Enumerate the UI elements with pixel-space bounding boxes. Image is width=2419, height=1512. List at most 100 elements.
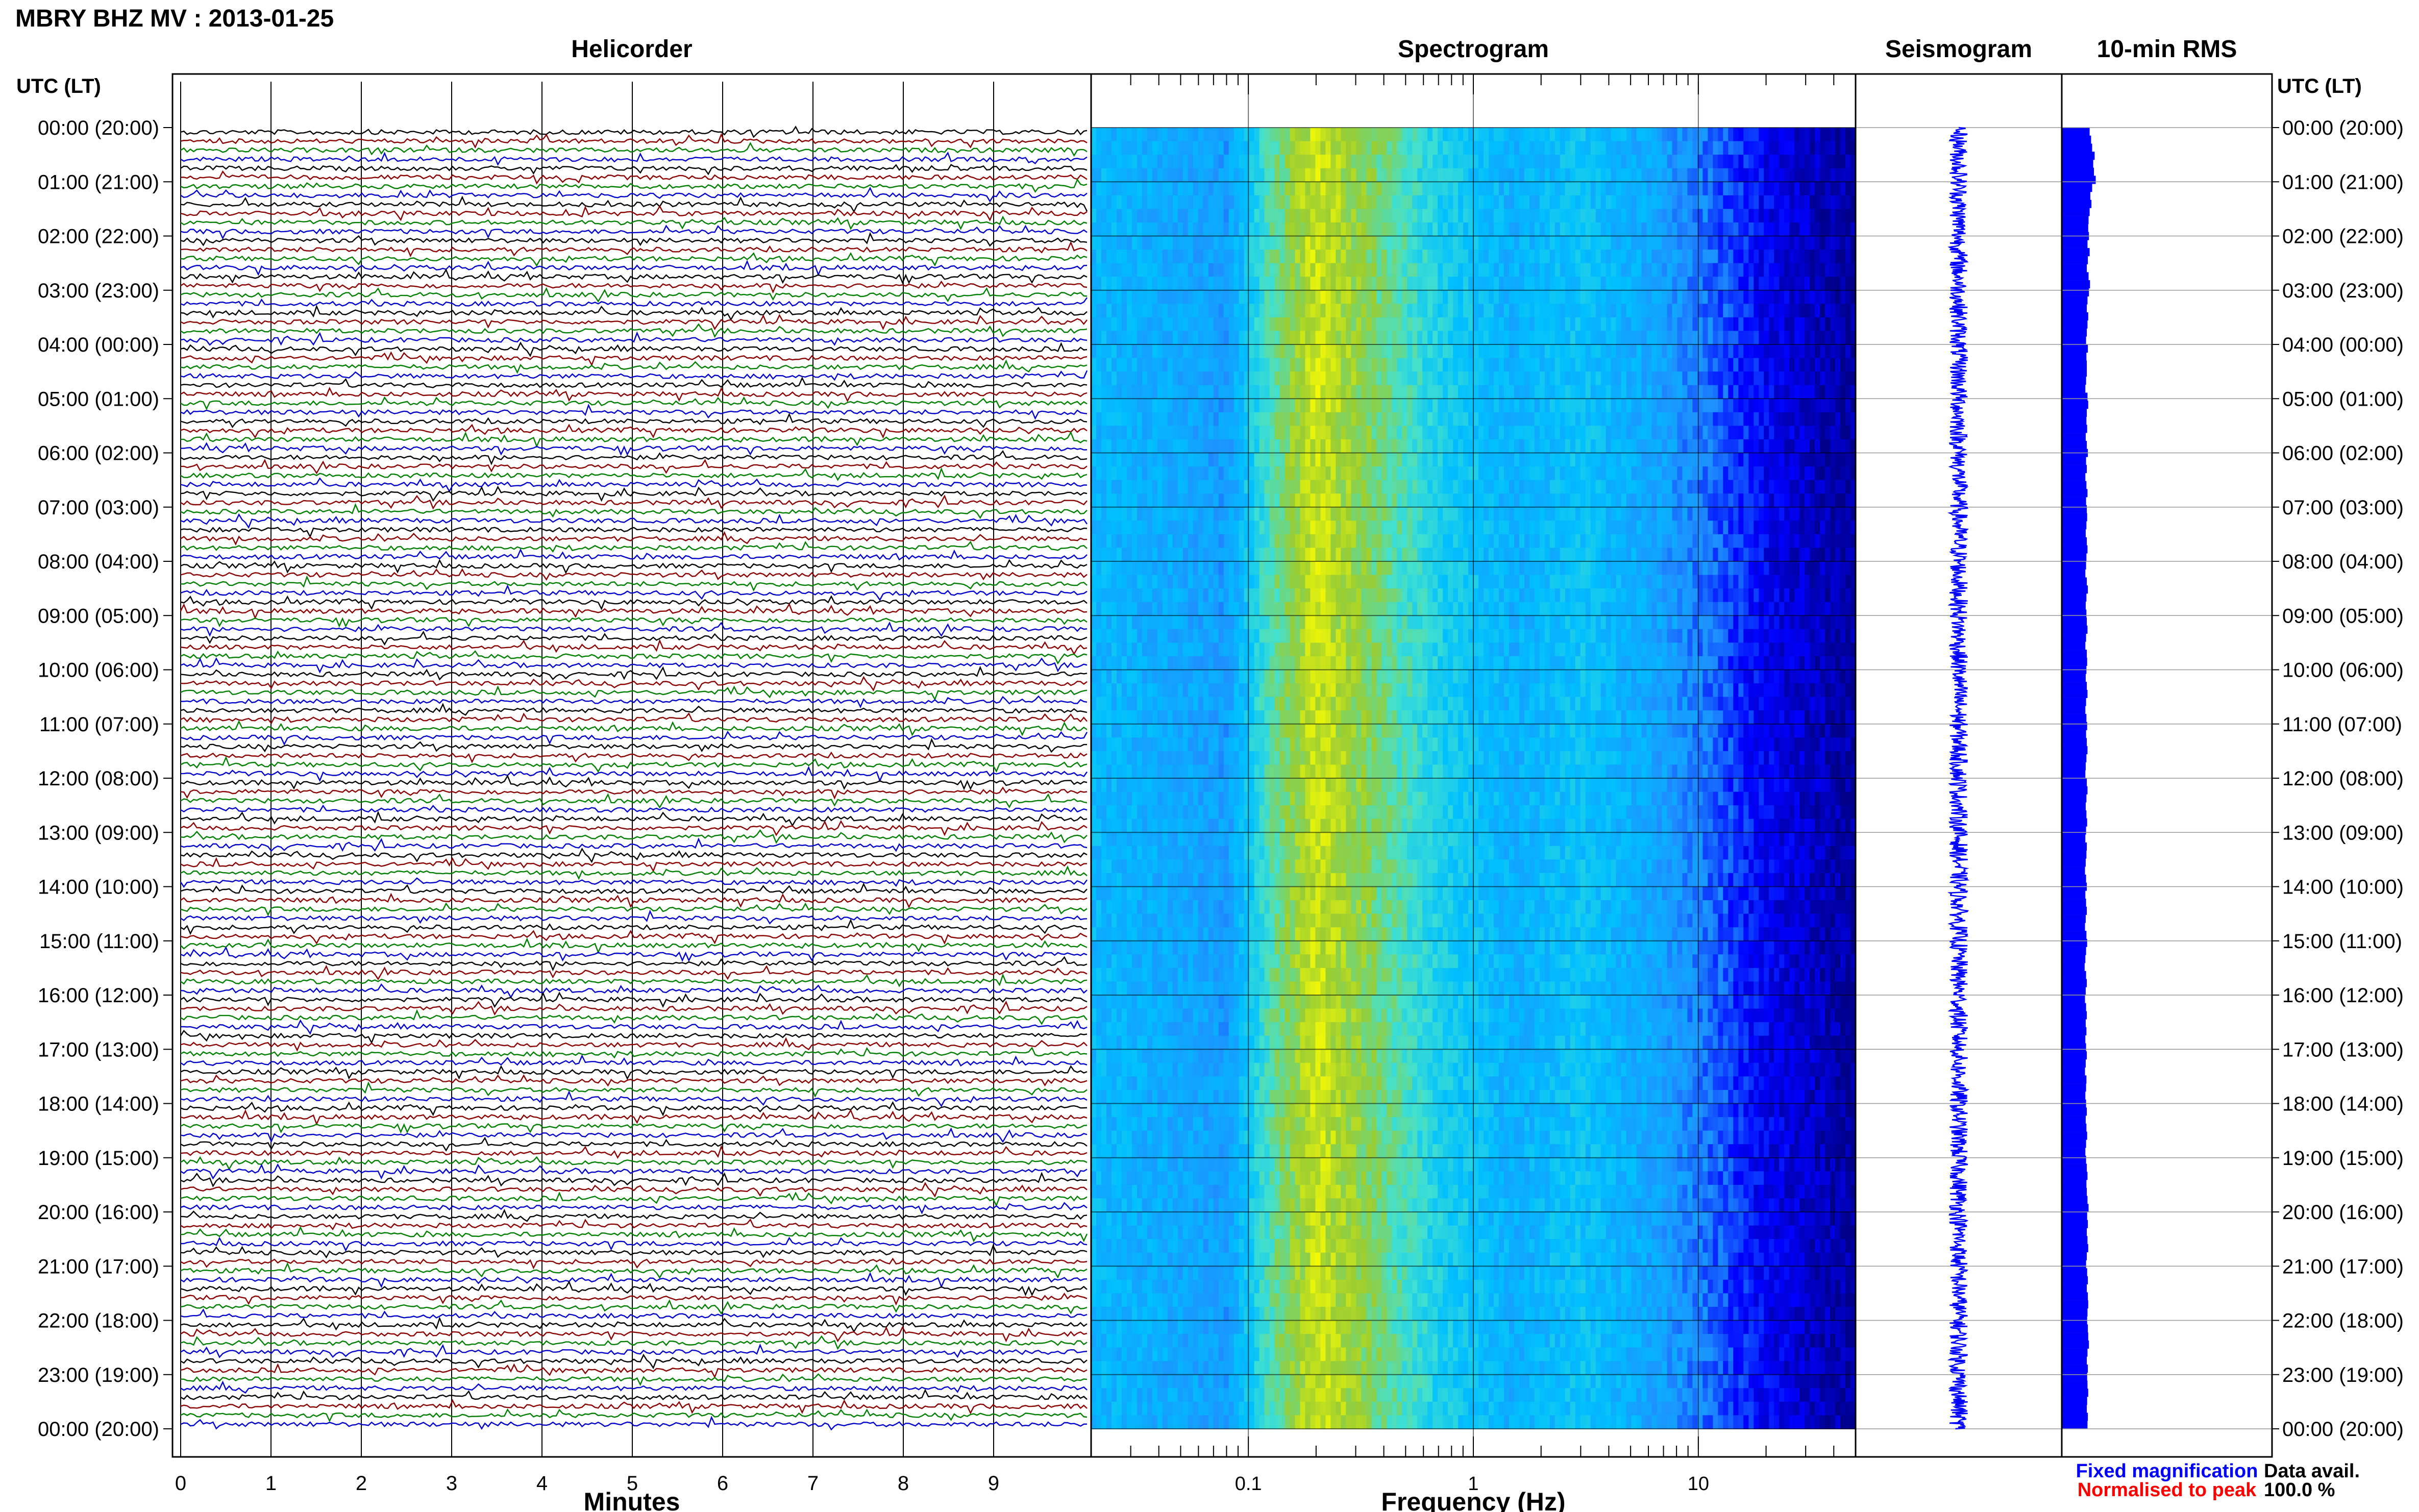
spectrogram-cell: [1152, 426, 1158, 440]
spectrogram-cell: [1825, 304, 1831, 318]
spectrogram-cell: [1484, 385, 1489, 399]
spectrogram-cell: [1412, 385, 1418, 399]
spectrogram-cell: [1489, 548, 1494, 562]
spectrogram-cell: [1799, 317, 1805, 332]
spectrogram-cell: [1274, 317, 1280, 332]
spectrogram-cell: [1279, 344, 1286, 359]
spectrogram-cell: [1121, 128, 1127, 142]
spectrogram-cell: [1244, 548, 1250, 562]
spectrogram-cell: [1172, 453, 1178, 467]
spectrogram-cell: [1279, 317, 1286, 332]
spectrogram-cell: [1177, 426, 1183, 440]
spectrogram-cell: [1254, 222, 1260, 237]
spectrogram-cell: [1626, 317, 1632, 332]
spectrogram-cell: [1840, 548, 1846, 562]
spectrogram-cell: [1575, 548, 1581, 562]
spectrogram-cell: [1264, 358, 1270, 372]
spectrogram-cell: [1279, 466, 1286, 481]
spectrogram-cell: [1600, 466, 1607, 481]
spectrogram-cell: [1794, 290, 1800, 304]
spectrogram-cell: [1239, 371, 1245, 386]
spectrogram-cell: [1743, 466, 1749, 481]
spectrogram-cell: [1799, 399, 1805, 413]
spectrogram-cell: [1493, 155, 1499, 169]
spectrogram-cell: [1733, 344, 1739, 359]
spectrogram-cell: [1631, 195, 1637, 209]
spectrogram-cell: [1672, 453, 1678, 467]
spectrogram-cell: [1606, 493, 1612, 508]
spectrogram-cell: [1193, 453, 1199, 467]
spectrogram-cell: [1188, 236, 1194, 250]
spectrogram-cell: [1463, 453, 1469, 467]
spectrogram-cell: [1371, 358, 1377, 372]
spectrogram-cell: [1412, 263, 1418, 277]
spectrogram-cell: [1279, 385, 1286, 399]
spectrogram-cell: [1498, 385, 1504, 399]
spectrogram-cell: [1458, 317, 1464, 332]
spectrogram-cell: [1239, 412, 1245, 426]
spectrogram-cell: [1285, 304, 1291, 318]
spectrogram-cell: [1575, 412, 1581, 426]
spectrogram-cell: [1453, 548, 1459, 562]
spectrogram-cell: [1692, 534, 1698, 549]
spectrogram-cell: [1346, 520, 1351, 535]
spectrogram-cell: [1728, 412, 1734, 426]
spectrogram-cell: [1264, 520, 1270, 535]
spectrogram-cell: [1427, 385, 1433, 399]
spectrogram-cell: [1697, 480, 1703, 494]
spectrogram-cell: [1274, 222, 1280, 237]
spectrogram-cell: [1759, 155, 1764, 169]
spectrogram-cell: [1478, 182, 1484, 196]
spectrogram-cell: [1208, 290, 1214, 304]
spectrogram-cell: [1810, 182, 1815, 196]
spectrogram-cell: [1116, 520, 1122, 535]
spectrogram-cell: [1667, 453, 1673, 467]
spectrogram-cell: [1320, 439, 1326, 454]
spectrogram-cell: [1387, 453, 1392, 467]
spectrogram-cell: [1448, 128, 1453, 142]
spectrogram-cell: [1126, 561, 1132, 576]
spectrogram-cell: [1463, 358, 1469, 372]
spectrogram-cell: [1330, 141, 1336, 155]
spectrogram-cell: [1198, 141, 1204, 155]
spectrogram-cell: [1453, 304, 1459, 318]
spectrogram-cell: [1738, 222, 1744, 237]
spectrogram-cell: [1631, 453, 1637, 467]
spectrogram-cell: [1805, 222, 1810, 237]
spectrogram-cell: [1493, 290, 1499, 304]
spectrogram-cell: [1616, 548, 1622, 562]
spectrogram-cell: [1489, 466, 1494, 481]
spectrogram-cell: [1131, 385, 1138, 399]
spectrogram-cell: [1157, 168, 1163, 182]
spectrogram-cell: [1131, 439, 1138, 454]
spectrogram-cell: [1850, 236, 1856, 250]
spectrogram-cell: [1417, 520, 1423, 535]
spectrogram-cell: [1172, 263, 1178, 277]
spectrogram-cell: [1223, 453, 1229, 467]
spectrogram-cell: [1554, 250, 1561, 264]
spectrogram-cell: [1228, 453, 1235, 467]
spectrogram-cell: [1443, 548, 1448, 562]
spectrogram-cell: [1702, 399, 1708, 413]
spectrogram-cell: [1702, 250, 1708, 264]
helicorder-trace: [180, 396, 1088, 411]
spectrogram-cell: [1774, 290, 1780, 304]
spectrogram-cell: [1177, 385, 1183, 399]
spectrogram-cell: [1651, 250, 1658, 264]
spectrogram-cell: [1529, 344, 1535, 359]
spectrogram-cell: [1101, 412, 1107, 426]
spectrogram-cell: [1131, 236, 1138, 250]
spectrogram-cell: [1509, 426, 1515, 440]
spectrogram-cell: [1493, 304, 1499, 318]
spectrogram-cell: [1733, 290, 1739, 304]
spectrogram-cell: [1850, 317, 1856, 332]
spectrogram-cell: [1498, 399, 1504, 413]
spectrogram-cell: [1131, 561, 1138, 576]
spectrogram-cell: [1473, 222, 1479, 237]
spectrogram-cell: [1274, 344, 1280, 359]
spectrogram-cell: [1336, 520, 1341, 535]
spectrogram-cell: [1433, 548, 1438, 562]
spectrogram-cell: [1820, 182, 1825, 196]
spectrogram-cell: [1223, 358, 1229, 372]
spectrogram-cell: [1116, 426, 1122, 440]
